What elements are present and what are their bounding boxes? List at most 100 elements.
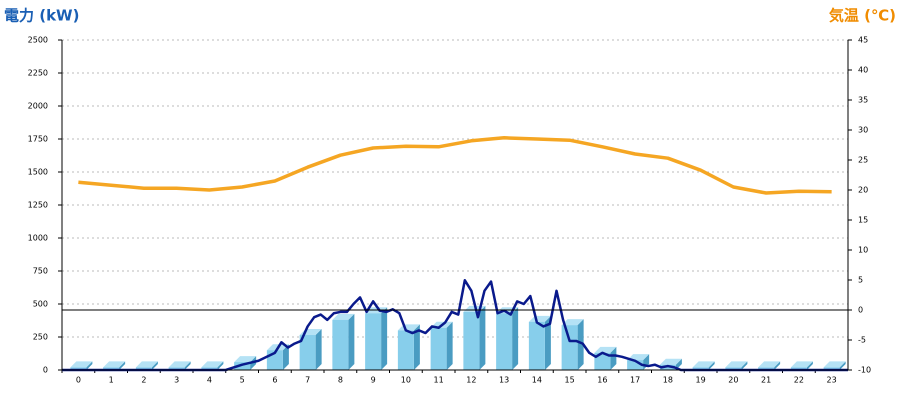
x-tick-label: 0	[76, 376, 81, 385]
y-tick-label: 500	[33, 300, 48, 309]
bar	[201, 367, 218, 370]
bar-side	[512, 307, 519, 370]
y2-tick-label: 40	[858, 66, 868, 75]
x-tick-label: 11	[434, 376, 444, 385]
bar	[496, 313, 513, 370]
y2-tick-label: 15	[858, 216, 868, 225]
bar-side	[544, 315, 551, 370]
bar-top	[70, 361, 93, 368]
y2-tick-label: 25	[858, 156, 868, 165]
bar-side	[675, 358, 682, 370]
bar	[299, 335, 316, 370]
bar	[758, 367, 775, 370]
x-tick-label: 23	[827, 376, 837, 385]
x-tick-label: 14	[532, 376, 542, 385]
y2-tick-label: 45	[858, 36, 868, 45]
bar-side	[610, 346, 617, 370]
x-tick-label: 18	[663, 376, 673, 385]
bar-side	[479, 305, 486, 370]
bar	[725, 367, 742, 370]
y2-tick-label: 35	[858, 96, 868, 105]
x-tick-label: 17	[630, 376, 640, 385]
bar	[790, 367, 807, 370]
bar-side	[86, 361, 93, 370]
bar-top	[823, 361, 846, 368]
bar-side	[446, 321, 453, 370]
temperature-line	[78, 136, 832, 195]
y-tick-label: 2250	[28, 69, 48, 78]
bar-side	[413, 324, 420, 370]
bar-top	[201, 361, 224, 368]
y-tick-label: 1500	[28, 168, 48, 177]
x-tick-label: 10	[401, 376, 411, 385]
bar-top	[627, 354, 650, 361]
x-tick-label: 5	[240, 376, 245, 385]
y-tick-label: 0	[43, 366, 48, 375]
bar-top	[561, 319, 584, 326]
bar-side	[282, 344, 289, 370]
bar-side	[774, 361, 781, 370]
bar	[234, 362, 251, 370]
x-tick-label: 19	[696, 376, 706, 385]
bar-side	[315, 329, 322, 370]
y-axis-title: 電力 (kW)	[4, 7, 79, 25]
x-tick-label: 15	[565, 376, 575, 385]
y-tick-label: 1750	[28, 135, 48, 144]
y2-tick-label: -5	[858, 336, 866, 345]
bar	[528, 321, 545, 370]
x-tick-label: 2	[141, 376, 146, 385]
x-tick-label: 12	[466, 376, 476, 385]
bar	[463, 311, 480, 370]
bar-side	[151, 361, 158, 370]
x-tick-label: 21	[761, 376, 771, 385]
bar-top	[168, 361, 191, 368]
y-tick-label: 2000	[28, 102, 48, 111]
bar-side	[577, 319, 584, 370]
y2-tick-label: 10	[858, 246, 868, 255]
x-tick-label: 20	[728, 376, 738, 385]
y-tick-label: 1250	[28, 201, 48, 210]
x-tick-label: 4	[207, 376, 212, 385]
x-tick-label: 1	[109, 376, 114, 385]
bar-top	[725, 361, 748, 368]
y-tick-label: 250	[33, 333, 48, 342]
x-tick-label: 8	[338, 376, 343, 385]
bar-side	[381, 307, 388, 370]
x-tick-label: 16	[597, 376, 607, 385]
bar	[168, 367, 185, 370]
y2-tick-label: 20	[858, 186, 868, 195]
bar	[823, 367, 840, 370]
bar	[430, 327, 447, 370]
bar	[561, 325, 578, 370]
x-tick-label: 7	[305, 376, 310, 385]
bar-top	[594, 346, 617, 353]
y-tick-label: 2500	[28, 36, 48, 45]
bar-top	[234, 356, 257, 363]
bar-side	[741, 361, 748, 370]
bar-side	[839, 361, 846, 370]
bar-top	[790, 361, 813, 368]
x-tick-label: 13	[499, 376, 509, 385]
x-tick-label: 3	[174, 376, 179, 385]
bar	[594, 352, 611, 370]
power-line	[62, 278, 848, 372]
bar	[332, 319, 349, 370]
bar-side	[708, 361, 715, 370]
bar-side	[184, 361, 191, 370]
bar	[365, 313, 382, 370]
bar-top	[659, 358, 682, 365]
y2-tick-label: 30	[858, 126, 868, 135]
bar	[692, 367, 709, 370]
y2-tick-label: 5	[858, 276, 863, 285]
bar-top	[135, 361, 158, 368]
bar	[135, 367, 152, 370]
bar-side	[806, 361, 813, 370]
bar-side	[217, 361, 224, 370]
bar-top	[758, 361, 781, 368]
y-tick-label: 750	[33, 267, 48, 276]
bar-top	[692, 361, 715, 368]
x-tick-label: 6	[272, 376, 277, 385]
bar-top	[103, 361, 126, 368]
bar-side	[348, 313, 355, 370]
